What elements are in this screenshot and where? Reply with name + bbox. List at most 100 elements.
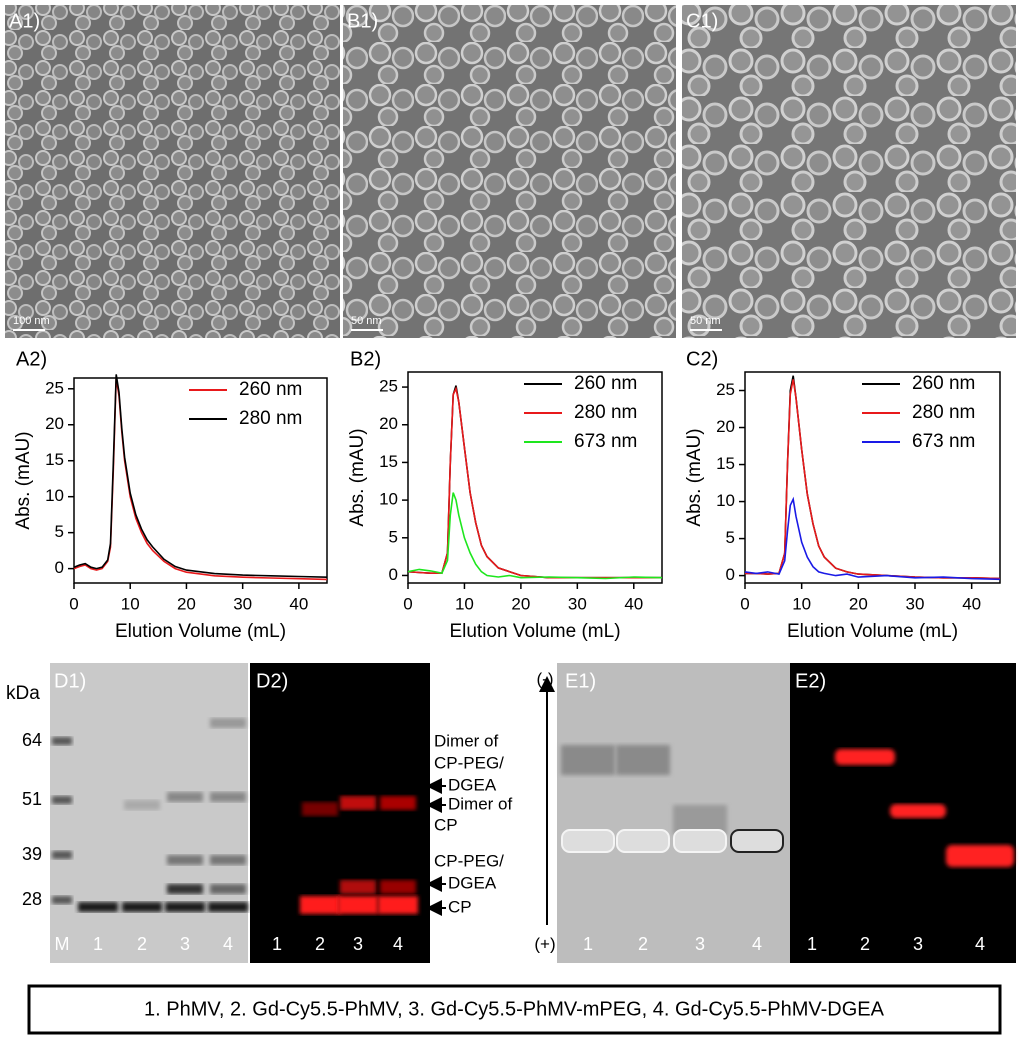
panel-label: B2) [350, 348, 381, 370]
lane-label: 4 [393, 934, 403, 954]
x-tick-label: 20 [177, 594, 196, 613]
x-tick-label: 30 [233, 594, 252, 613]
x-tick-label: 30 [906, 594, 925, 613]
y-tick-label: 0 [55, 558, 64, 577]
panel-label: A2) [16, 348, 47, 370]
lane-label: 1 [583, 934, 593, 954]
series-line [744, 496, 1001, 581]
annotation: CP-PEG/ [434, 753, 504, 772]
band [380, 796, 416, 810]
polarity-label: (+) [534, 934, 555, 953]
marker-label: 51 [22, 789, 42, 809]
y-tick-label: 5 [389, 527, 398, 546]
lane-label: 4 [223, 934, 233, 954]
y-axis-label: Abs. (mAU) [684, 428, 705, 526]
y-tick-label: 0 [726, 565, 735, 584]
y-axis-label: Abs. (mAU) [347, 428, 368, 526]
band [210, 884, 246, 894]
x-tick-label: 30 [568, 594, 587, 613]
plot-frame [744, 371, 1001, 584]
x-tick-label: 10 [455, 594, 474, 613]
y-tick-label: 20 [716, 417, 735, 436]
legend-label: 260 nm [574, 373, 637, 394]
x-tick-label: 40 [624, 594, 643, 613]
x-axis-label: Elution Volume (mL) [787, 621, 958, 642]
lane-label: 1 [272, 934, 282, 954]
lane-label: 4 [752, 934, 762, 954]
annotation: CP [448, 897, 472, 916]
series-line [407, 492, 663, 580]
y-tick-label: 20 [379, 414, 398, 433]
legend-label: 673 nm [912, 431, 975, 452]
well [730, 829, 784, 853]
band [210, 792, 246, 802]
marker-band [52, 796, 72, 804]
series-line [73, 374, 328, 578]
marker-band [52, 737, 72, 745]
band [78, 902, 118, 912]
annotation: CP-PEG/ [434, 851, 504, 870]
band [835, 749, 895, 765]
band [122, 902, 162, 912]
legend-label: 260 nm [912, 373, 975, 394]
band [890, 804, 946, 818]
band [302, 802, 338, 816]
plot-frame [407, 371, 663, 584]
legend-label: 280 nm [239, 408, 302, 429]
y-tick-label: 10 [379, 490, 398, 509]
polarity-label: (-) [537, 669, 554, 688]
x-tick-label: 0 [403, 594, 412, 613]
lane-label: 2 [860, 934, 870, 954]
x-tick-label: 40 [962, 594, 981, 613]
panel-label: D1) [54, 670, 86, 692]
y-axis-label: Abs. (mAU) [13, 431, 34, 529]
x-tick-label: 0 [69, 594, 78, 613]
band [167, 792, 203, 802]
x-axis-label: Elution Volume (mL) [449, 621, 620, 642]
band [338, 896, 378, 914]
band [167, 884, 203, 894]
well [561, 829, 615, 853]
annotation: Dimer of [434, 731, 499, 750]
y-tick-label: 15 [716, 454, 735, 473]
band [340, 880, 376, 894]
tem-image [682, 5, 1016, 338]
band [210, 718, 246, 728]
lane-label: 4 [975, 934, 985, 954]
panel-label: E1) [565, 670, 596, 692]
x-tick-label: 10 [121, 594, 140, 613]
panel-label: D2) [256, 670, 288, 692]
panel-label: A1) [9, 10, 40, 32]
band [167, 855, 203, 865]
y-tick-label: 5 [726, 528, 735, 547]
band [210, 855, 246, 865]
x-tick-label: 20 [849, 594, 868, 613]
plot-frame [73, 377, 328, 584]
annotation: CP [434, 815, 458, 834]
lane-label: 3 [353, 934, 363, 954]
marker-label: 39 [22, 844, 42, 864]
lane-label: 3 [695, 934, 705, 954]
legend-label: 673 nm [574, 431, 637, 452]
caption: 1. PhMV, 2. Gd-Cy5.5-PhMV, 3. Gd-Cy5.5-P… [144, 998, 885, 1020]
band [616, 745, 670, 775]
gel-d2 [250, 663, 430, 963]
annotation: DGEA [448, 873, 497, 892]
gel-d1 [50, 663, 248, 963]
scale-label: 50 nm [351, 315, 382, 327]
lane-label: 3 [913, 934, 923, 954]
marker-band [52, 896, 72, 904]
unit-label: kDa [6, 683, 40, 704]
x-tick-label: 10 [792, 594, 811, 613]
band [340, 796, 376, 810]
scale-label: 50 nm [690, 315, 721, 327]
x-tick-label: 20 [511, 594, 530, 613]
annotation: DGEA [448, 775, 497, 794]
y-tick-label: 15 [379, 452, 398, 471]
well [616, 829, 670, 853]
y-tick-label: 5 [55, 522, 64, 541]
x-tick-label: 40 [289, 594, 308, 613]
caption-box [27, 984, 1002, 1035]
band [124, 800, 160, 810]
panel-label: C2) [686, 348, 718, 370]
